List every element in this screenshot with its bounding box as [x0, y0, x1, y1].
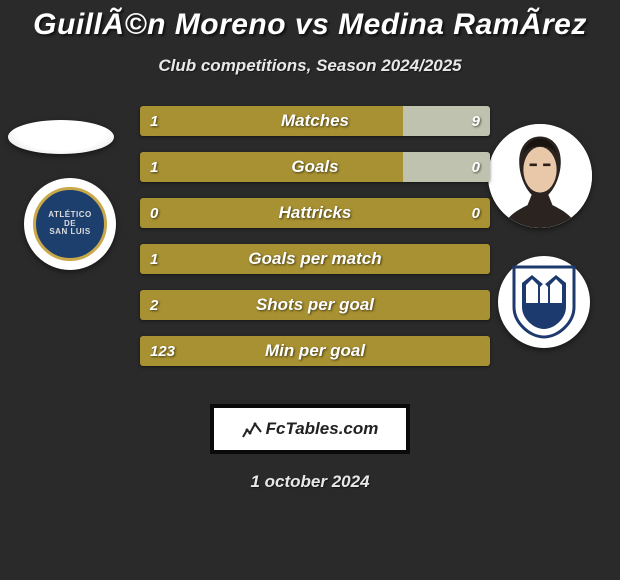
page-title: GuillÃ©n Moreno vs Medina RamÃ­rez — [0, 0, 620, 42]
stat-bar: 10Goals — [140, 152, 490, 182]
stat-label: Shots per goal — [140, 290, 490, 320]
stat-label: Hattricks — [140, 198, 490, 228]
stat-bar: 123Min per goal — [140, 336, 490, 366]
attribution-text: FcTables.com — [266, 419, 379, 439]
stats-bars: 19Matches 10Goals 00Hattricks 1Goals per ma… — [140, 106, 490, 382]
stat-label: Matches — [140, 106, 490, 136]
stat-label: Goals — [140, 152, 490, 182]
stat-bar: 2Shots per goal — [140, 290, 490, 320]
stat-bar: 19Matches — [140, 106, 490, 136]
stat-label: Goals per match — [140, 244, 490, 274]
page-subtitle: Club competitions, Season 2024/2025 — [0, 56, 620, 76]
attribution-box: FcTables.com — [210, 404, 410, 454]
fctables-logo-icon — [242, 420, 262, 438]
footer-date: 1 october 2024 — [0, 472, 620, 492]
stat-label: Min per goal — [140, 336, 490, 366]
stat-bar: 1Goals per match — [140, 244, 490, 274]
stat-bar: 00Hattricks — [140, 198, 490, 228]
